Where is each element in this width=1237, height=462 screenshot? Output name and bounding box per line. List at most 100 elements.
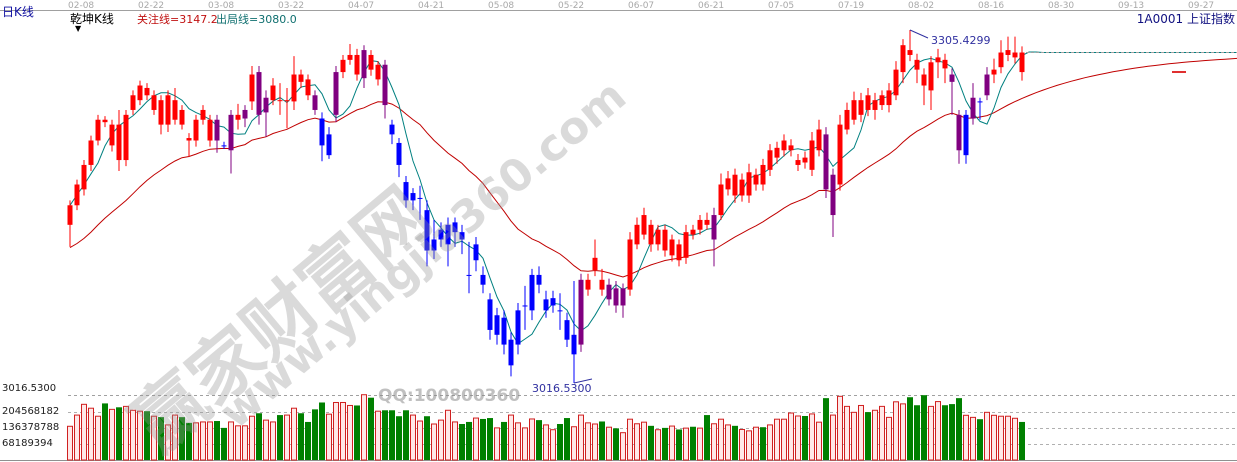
volume-bar [977, 419, 983, 460]
volume-bar [830, 414, 836, 461]
candle-body [319, 118, 325, 146]
candle-body [368, 54, 374, 70]
volume-bar [774, 418, 780, 461]
volume-bar [137, 410, 143, 461]
candle-body [949, 74, 955, 82]
candle-body [326, 134, 332, 156]
focus-line-value: 关注线=3147.2 [137, 13, 218, 26]
high-annotation-leader [909, 29, 929, 39]
candle-body [977, 101, 983, 103]
date-tick-label: 09-13 [1118, 1, 1145, 11]
high-annotation: 3305.4299 [931, 34, 991, 47]
candle-body [823, 134, 829, 190]
volume-bar [746, 430, 752, 461]
volume-bar [466, 421, 472, 460]
volume-bar [298, 413, 304, 460]
candle-body [445, 224, 451, 245]
volume-bar [256, 413, 262, 460]
date-tick-label: 04-07 [348, 1, 375, 11]
candle-body [466, 274, 472, 276]
candle-body [389, 124, 395, 135]
candle-body [354, 54, 360, 75]
candle-body [186, 138, 192, 141]
low-annotation: 3016.5300 [532, 382, 592, 395]
volume-bar [928, 405, 934, 461]
candle-body [102, 119, 108, 123]
volume-bar [592, 423, 598, 461]
candle-body [431, 239, 437, 251]
candle-body [704, 219, 710, 225]
candle-body [403, 182, 409, 201]
volume-bar [795, 415, 801, 461]
volume-bar [543, 424, 549, 461]
candle-body [963, 114, 969, 156]
candle-body [179, 109, 185, 125]
candle-body [732, 174, 738, 196]
volume-bar [991, 414, 997, 461]
volume-bar [851, 411, 857, 461]
volume-bar [95, 415, 101, 461]
candle-body [879, 95, 885, 106]
volume-bar [585, 422, 591, 461]
candle-body [1005, 50, 1011, 55]
candle-body [557, 310, 563, 312]
candle-body [452, 222, 458, 233]
indicator-dropdown-icon[interactable]: ▼ [75, 24, 82, 33]
candle-body [501, 317, 507, 345]
candle-body [571, 334, 577, 355]
volume-bar [508, 414, 514, 461]
candle-body [543, 299, 549, 311]
volume-bar [382, 410, 388, 460]
date-tick-label: 09-27 [1188, 1, 1215, 11]
volume-bar [277, 415, 283, 460]
volume-bar [886, 416, 892, 461]
candle-body [123, 114, 129, 161]
volume-bar [116, 407, 122, 460]
volume-bar [186, 422, 192, 460]
volume-bar [424, 416, 430, 460]
candle-body [284, 100, 290, 102]
candle-body [312, 95, 318, 110]
volume-bar [641, 421, 647, 461]
volume-bar [417, 420, 423, 461]
candle-body [809, 140, 815, 170]
candle-body [739, 179, 745, 196]
period-label[interactable]: 日K线 [2, 5, 34, 19]
volume-bar [725, 424, 731, 461]
price-axis-label: 3016.5300 [2, 383, 57, 394]
watermark-qq: QQ:100800360 [378, 386, 521, 406]
candle-body [277, 100, 283, 102]
candle-body [529, 274, 535, 311]
candle-body [116, 124, 122, 161]
volume-bar [711, 423, 717, 461]
candle-body [795, 160, 801, 165]
candle-body [347, 54, 353, 60]
volume-bar [914, 405, 920, 460]
candle-body [683, 232, 689, 258]
candle-body [305, 79, 311, 96]
candle-body [781, 140, 787, 151]
volume-bar [354, 405, 360, 460]
volume-bar [844, 405, 850, 461]
candle-body [634, 224, 640, 245]
candle-body [515, 310, 521, 345]
indicator-name[interactable]: 乾坤K线 [70, 12, 114, 26]
volume-bar [431, 423, 437, 461]
candle-body [459, 232, 465, 240]
candle-body [648, 224, 654, 245]
candle-body [774, 147, 780, 158]
volume-bar [970, 416, 976, 461]
long-moving-average-line [69, 57, 1237, 278]
candle-body [214, 119, 220, 141]
volume-bar [718, 418, 724, 461]
date-tick-label: 06-21 [698, 1, 725, 11]
candle-body [725, 178, 731, 190]
candle-body [200, 109, 206, 120]
candle-body [424, 210, 430, 251]
candle-body [1012, 52, 1018, 58]
candle-body [109, 124, 115, 146]
volume-bar [214, 421, 220, 460]
candle-body [410, 193, 416, 201]
candle-body [81, 164, 87, 190]
